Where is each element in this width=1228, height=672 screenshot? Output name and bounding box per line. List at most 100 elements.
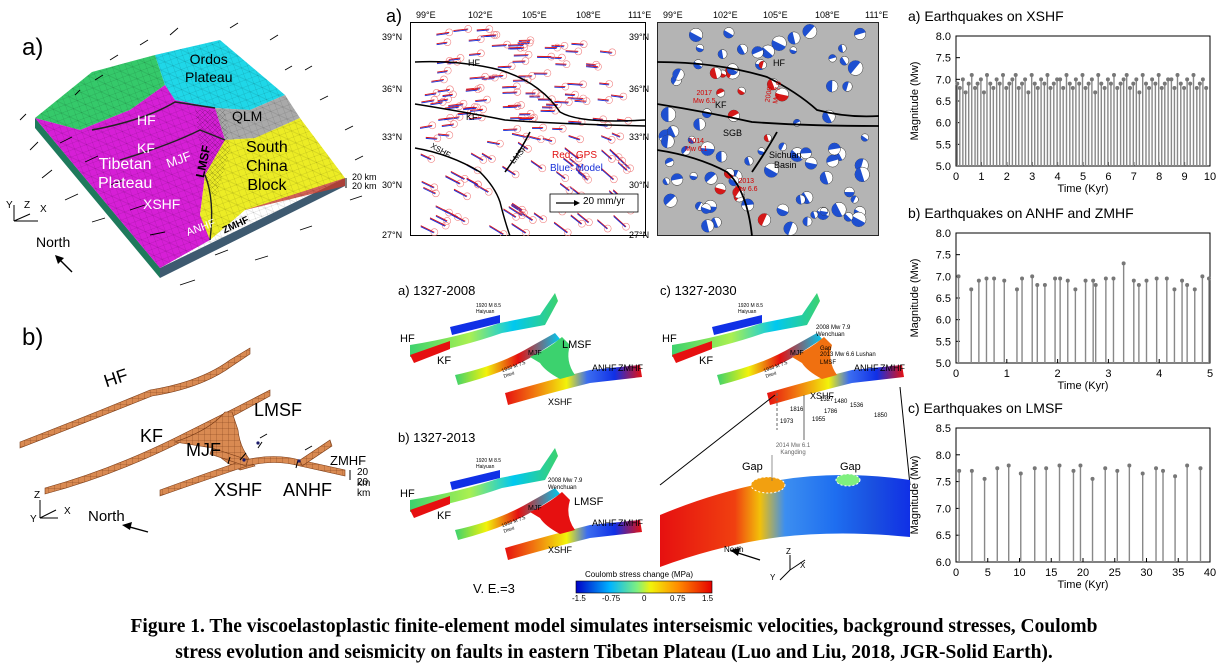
model-vector	[599, 51, 612, 54]
data-point	[1103, 276, 1108, 281]
model-vector	[556, 172, 566, 180]
chart-3: c) Earthquakes on LMSF 6.0 6.5 7.0 7.5 8.0 8.…	[890, 398, 1228, 598]
data-point	[1048, 86, 1053, 90]
gps-vector	[435, 214, 448, 222]
data-point	[1004, 86, 1009, 90]
gps-vector	[503, 208, 517, 218]
data-point	[1173, 474, 1178, 479]
gps-vector	[420, 225, 435, 233]
focal-sichuan: Sichuan Basin	[769, 150, 802, 170]
plot-frame	[955, 427, 1211, 563]
gps-error-ellipse	[529, 216, 537, 224]
focal-quadrant	[672, 68, 681, 80]
focal-quadrant	[854, 158, 864, 172]
model-vector	[511, 203, 522, 211]
model-vector	[502, 166, 516, 176]
data-point	[994, 77, 999, 82]
stress-axis-y: Y	[770, 573, 776, 582]
gps-vector	[526, 135, 542, 140]
gps-error-ellipse	[569, 161, 578, 170]
cb-tick-5: 1.5	[702, 594, 714, 603]
gps-vector	[469, 76, 486, 79]
focal-quadrant	[820, 171, 829, 185]
gps-vector	[491, 44, 508, 46]
gps-vector	[556, 171, 566, 179]
data-point	[1057, 463, 1062, 468]
year-1327: 1327	[820, 397, 834, 403]
data-point	[1014, 287, 1019, 292]
c-zmhf: ZMHF	[880, 363, 905, 373]
model-vector	[470, 153, 483, 162]
data-point	[1096, 73, 1101, 77]
focal-quadrant	[854, 28, 866, 36]
data-point	[1118, 81, 1123, 86]
data-point	[1144, 278, 1149, 283]
data-point	[1051, 81, 1056, 86]
lat-tick-3: 33°N	[382, 132, 403, 142]
b-depth-2: 20 km	[357, 477, 371, 499]
gps-error-ellipse	[488, 155, 496, 163]
focal-quadrant	[737, 44, 745, 55]
gps-error-ellipse	[574, 154, 583, 163]
data-point	[1108, 81, 1113, 86]
gps-error-ellipse	[614, 153, 623, 161]
data-point	[1018, 471, 1023, 476]
c-xshf: XSHF	[810, 391, 835, 401]
y-tick-label: 5.0	[936, 358, 951, 370]
focal-quadrant	[828, 54, 837, 60]
axis-z-a: Z	[24, 200, 31, 211]
zoom-gap-1: Gap	[742, 461, 763, 473]
focal-quadrant	[689, 31, 702, 42]
x-axis-label: Time (Kyr)	[1058, 579, 1109, 591]
x-tick-label: 4	[1156, 368, 1162, 380]
data-point	[1206, 276, 1211, 281]
data-point	[1154, 276, 1159, 281]
axis-y-a: Y	[6, 200, 13, 211]
focal-quadrant	[663, 193, 676, 206]
model-vector	[421, 100, 434, 104]
gps-vector	[419, 124, 433, 128]
region-qlm: QLM	[232, 108, 263, 124]
data-point	[1002, 278, 1007, 283]
m2-lon-4: 108°E	[815, 10, 840, 20]
gps-vector	[564, 93, 576, 96]
gps-vector	[481, 152, 493, 160]
model-vector	[613, 216, 626, 228]
focal-quadrant	[700, 148, 715, 156]
data-point	[1161, 468, 1166, 473]
x-tick-label: 10	[1013, 567, 1025, 579]
gps-error-ellipse	[518, 205, 526, 214]
gps-vector	[519, 210, 534, 221]
gps-error-ellipse	[445, 57, 454, 65]
m2-lon-3: 105°E	[763, 10, 788, 20]
gps-vector	[502, 85, 517, 88]
gps-error-ellipse	[445, 208, 453, 217]
focal-basin: Basin	[774, 160, 797, 170]
data-point	[1042, 283, 1047, 287]
model-vector	[453, 189, 467, 198]
data-point	[956, 274, 961, 279]
gps-vector	[425, 136, 438, 139]
focal-quadrant	[662, 178, 668, 185]
gps-vector	[503, 128, 518, 130]
gps-vector	[597, 219, 608, 229]
x-tick-label: 20	[1077, 567, 1089, 579]
gps-error-ellipse	[461, 217, 470, 226]
model-vector	[442, 94, 453, 98]
b-axis-z: Z	[34, 490, 41, 501]
gps-vector	[611, 132, 621, 137]
fault-kf-label: KF	[137, 140, 155, 156]
stress-title-b: b) 1327-2013	[398, 430, 476, 445]
data-point	[1124, 73, 1129, 77]
data-point	[1045, 73, 1050, 77]
c-hf: HF	[662, 333, 677, 345]
gps-error-ellipse	[463, 192, 471, 201]
data-point	[1067, 81, 1072, 86]
gps-error-ellipse	[511, 170, 520, 179]
model-vector	[600, 168, 614, 181]
chart-1: a) Earthquakes on XSHF 5.0 5.5 6.0 6.5 7.0 7.…	[890, 0, 1228, 205]
caption-line-2: stress evolution and seismicity on fault…	[175, 642, 1053, 663]
y-tick-label: 8.0	[936, 450, 951, 462]
x-tick-label: 30	[1140, 567, 1152, 579]
gps-error-ellipse	[585, 218, 593, 227]
